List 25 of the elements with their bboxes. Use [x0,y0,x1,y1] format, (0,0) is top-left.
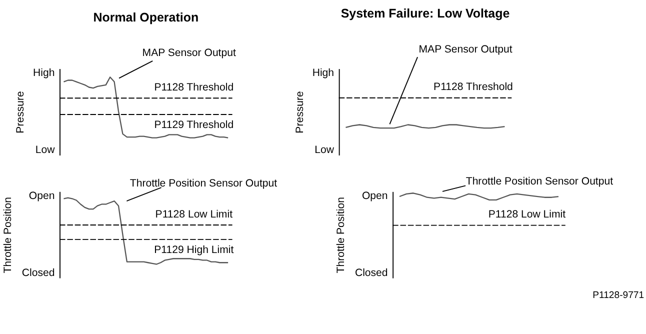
text: Throttle Position Sensor Output [466,176,614,188]
text: High [312,67,334,80]
text: MAP Sensor Output [418,43,512,56]
ref-line-label: P1129 Threshold [154,118,234,131]
text: Open [362,190,388,202]
ref-line-label: P1128 Threshold [434,81,514,94]
y-axis-title: Throttle Position [335,196,348,274]
text: MAP Sensor Output [142,47,236,60]
chart-title: Normal Operation [93,10,199,25]
text: Closed [354,266,388,279]
ref-line-label: P1128 Low Limit [488,208,566,221]
text: Closed [22,266,55,279]
ref-line-label: P1128 Low Limit [155,208,233,220]
ref-line-label: P1128 Threshold [154,81,234,94]
y-axis-title: Pressure [294,91,306,134]
text: High [33,67,55,80]
text: Low [35,144,56,156]
text: Low [314,144,334,156]
text: Throttle Position Sensor Output [130,178,278,190]
y-axis-title: Throttle Position [2,196,14,274]
y-axis-title: Pressure [14,91,27,134]
ref-line-label: P1129 High Limit [154,244,234,256]
chart-title: System Failure: Low Voltage [340,6,510,21]
text: P1128-9771 [592,290,644,301]
text: Open [28,190,55,202]
